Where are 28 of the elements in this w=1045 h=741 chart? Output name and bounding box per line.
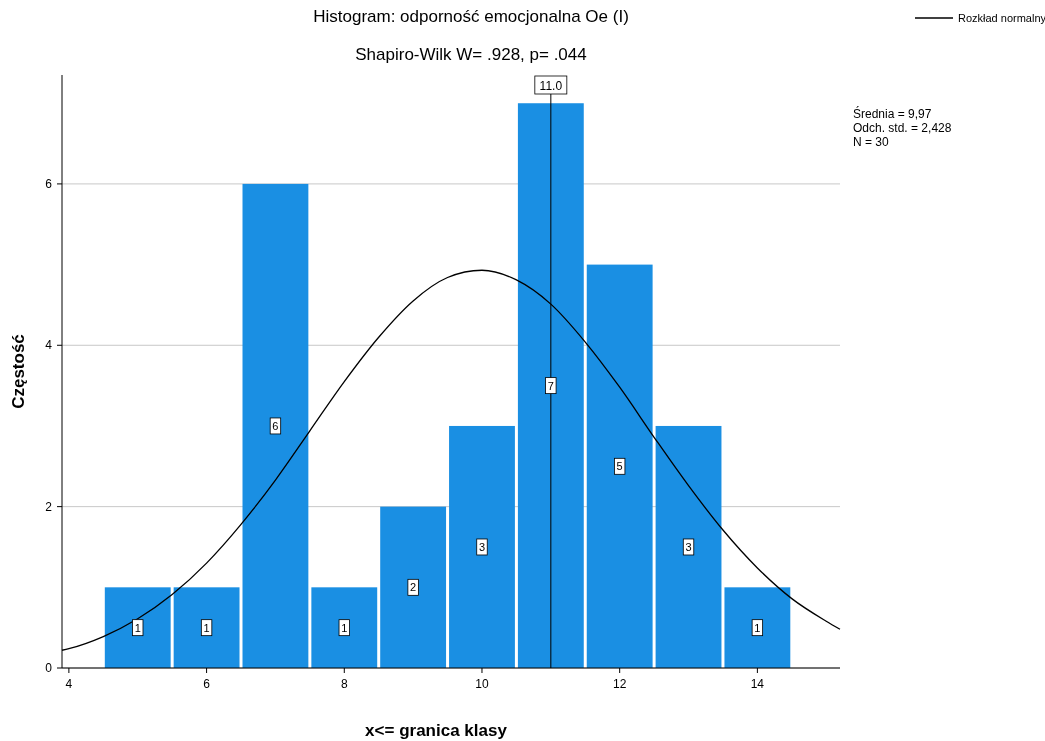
y-tick-label: 4 — [45, 338, 53, 353]
text: Odch. std. = 2,428 — [853, 121, 952, 135]
data-label: 6 — [272, 419, 279, 432]
y-axis-title: Częstość — [9, 334, 28, 409]
data-label: 5 — [616, 460, 623, 473]
x-tick-label: 10 — [475, 677, 489, 691]
data-label: 3 — [478, 540, 486, 553]
y-tick-label: 0 — [45, 661, 53, 675]
text: Średnia = 9,97 — [853, 106, 932, 121]
x-tick-label: 14 — [750, 677, 765, 691]
x-tick-label: 4 — [65, 677, 73, 691]
data-label: 1 — [203, 621, 210, 634]
data-label: 1 — [134, 621, 141, 634]
data-label: 3 — [685, 540, 692, 553]
x-tick-label: 6 — [203, 677, 211, 691]
data-label: 1 — [341, 621, 348, 634]
chart-title: Histogram: odporność emocjonalna Oe (I) — [313, 7, 629, 26]
y-tick-label: 6 — [45, 176, 53, 191]
data-label: 2 — [410, 581, 417, 594]
y-tick-label: 2 — [45, 499, 53, 514]
x-tick-label: 12 — [613, 677, 627, 691]
chart-subtitle: Shapiro-Wilk W= .928, p= .044 — [355, 45, 587, 64]
data-label: 7 — [547, 379, 554, 392]
text: N = 30 — [853, 135, 890, 149]
ref-line-label: 11.0 — [539, 79, 563, 93]
x-tick-label: 8 — [340, 677, 348, 691]
data-label: 1 — [754, 621, 761, 634]
x-axis-title: x<= granica klasy — [365, 721, 508, 740]
